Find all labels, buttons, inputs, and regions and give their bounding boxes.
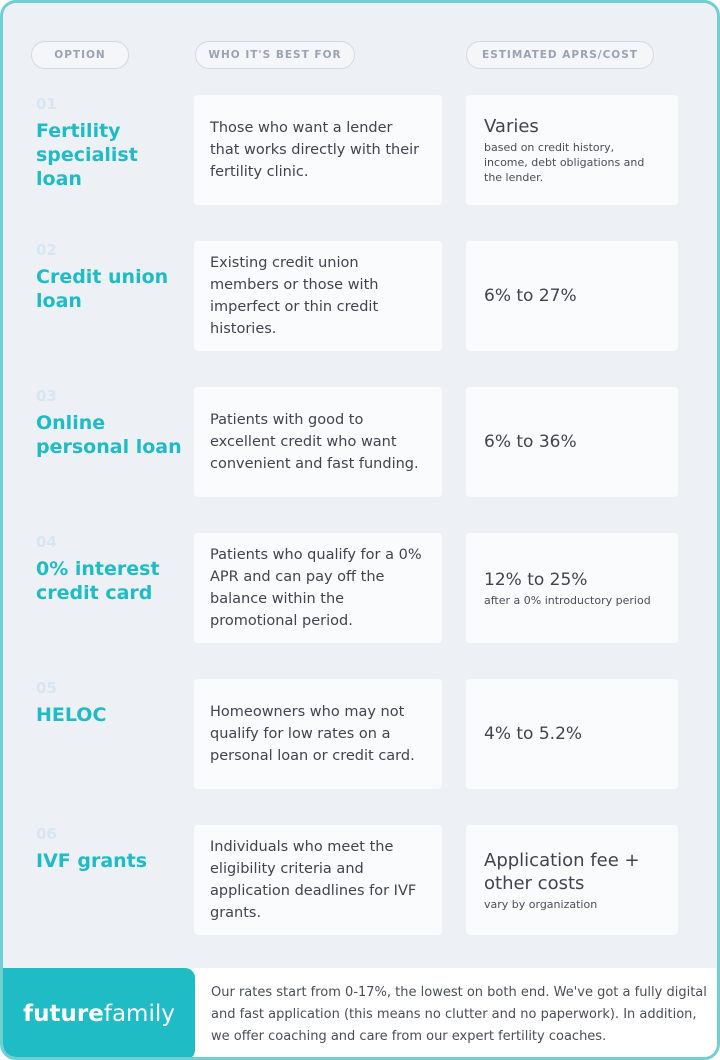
best-for-card: Those who want a lender that works direc… bbox=[194, 95, 442, 205]
row-number: 01 bbox=[36, 95, 57, 113]
best-for-text: Those who want a lender that works direc… bbox=[210, 120, 420, 180]
cost-main: Application fee + other costs bbox=[484, 849, 640, 894]
table-row: 03 Online personal loan Patients with go… bbox=[3, 387, 717, 499]
best-for-text: Individuals who meet the eligibility cri… bbox=[210, 839, 417, 921]
cost-main: 4% to 5.2% bbox=[484, 724, 583, 744]
option-title: Online personal loan bbox=[36, 412, 182, 458]
best-for-card: Patients with good to excellent credit w… bbox=[194, 387, 442, 497]
logo-light-text: family bbox=[103, 1001, 175, 1027]
option-title: IVF grants bbox=[36, 850, 148, 872]
cost-card: 4% to 5.2% bbox=[466, 679, 678, 789]
row-number: 03 bbox=[36, 387, 57, 405]
row-number: 02 bbox=[36, 241, 57, 259]
best-for-card: Individuals who meet the eligibility cri… bbox=[194, 825, 442, 935]
cost-card: Varies based on credit history, income, … bbox=[466, 95, 678, 205]
footer-text: Our rates start from 0-17%, the lowest o… bbox=[211, 985, 707, 1044]
table-row: 04 0% interest credit card Patients who … bbox=[3, 533, 717, 645]
option-title: Credit union loan bbox=[36, 266, 169, 312]
row-number: 06 bbox=[36, 825, 57, 843]
best-for-card: Patients who qualify for a 0% APR and ca… bbox=[194, 533, 442, 643]
best-for-text: Patients who qualify for a 0% APR and ca… bbox=[210, 547, 422, 629]
header-option: OPTION bbox=[31, 41, 129, 69]
cost-card: Application fee + other costs vary by or… bbox=[466, 825, 678, 935]
option-title: Fertility specialist loan bbox=[36, 120, 138, 190]
best-for-text: Homeowners who may not qualify for low r… bbox=[210, 704, 415, 764]
cost-main: 12% to 25% bbox=[484, 569, 588, 590]
cost-sub: based on credit history, income, debt ob… bbox=[484, 141, 645, 184]
best-for-card: Homeowners who may not qualify for low r… bbox=[194, 679, 442, 789]
table-row: 02 Credit union loan Existing credit uni… bbox=[3, 241, 717, 353]
cost-card: 12% to 25% after a 0% introductory perio… bbox=[466, 533, 678, 643]
header-best-for: WHO IT'S BEST FOR bbox=[195, 41, 355, 69]
row-number: 05 bbox=[36, 679, 57, 697]
cost-card: 6% to 27% bbox=[466, 241, 678, 351]
best-for-text: Patients with good to excellent credit w… bbox=[210, 412, 419, 472]
best-for-text: Existing credit union members or those w… bbox=[210, 255, 379, 337]
cost-sub: vary by organization bbox=[484, 897, 598, 911]
footer: future family Our rates start from 0-17%,… bbox=[3, 968, 717, 1057]
cost-main: 6% to 27% bbox=[484, 286, 577, 306]
header-cost: ESTIMATED APRS/COST bbox=[466, 41, 654, 69]
option-title: HELOC bbox=[36, 704, 107, 726]
table-row: 05 HELOC Homeowners who may not qualify … bbox=[3, 679, 717, 791]
table-row: 06 IVF grants Individuals who meet the e… bbox=[3, 825, 717, 937]
brand-logo: future family bbox=[3, 968, 195, 1057]
best-for-card: Existing credit union members or those w… bbox=[194, 241, 442, 351]
cost-card: 6% to 36% bbox=[466, 387, 678, 497]
logo-bold-text: future bbox=[23, 1001, 104, 1027]
row-number: 04 bbox=[36, 533, 57, 551]
option-title: 0% interest credit card bbox=[36, 558, 160, 604]
cost-main: Varies bbox=[484, 116, 539, 137]
cost-main: 6% to 36% bbox=[484, 432, 577, 452]
cost-sub: after a 0% introductory period bbox=[484, 593, 651, 607]
table-row: 01 Fertility specialist loan Those who w… bbox=[3, 95, 717, 207]
